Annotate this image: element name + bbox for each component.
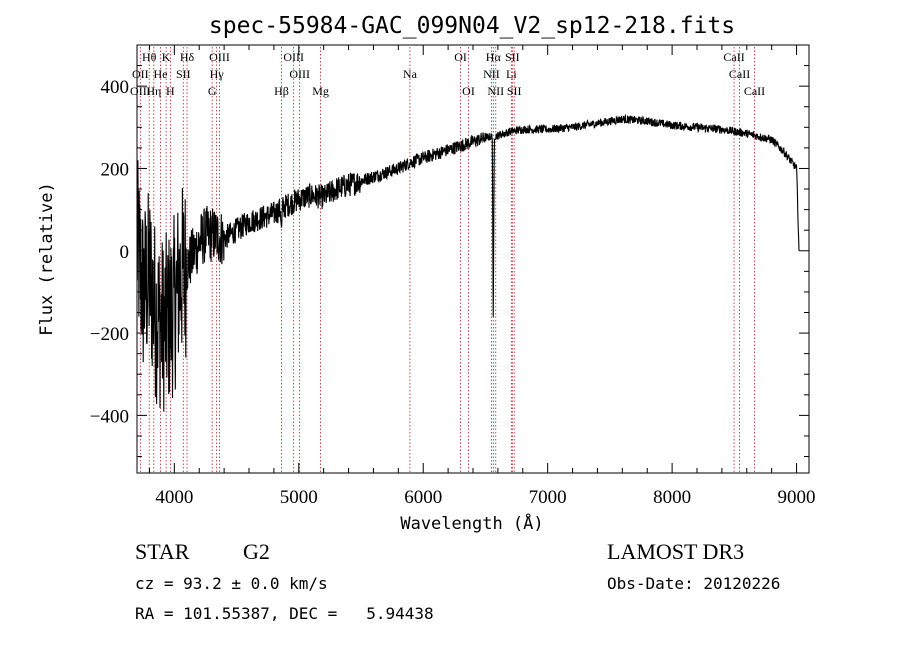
spectral-line-label: Hδ bbox=[180, 50, 195, 64]
x-axis-label: Wavelength (Å) bbox=[400, 512, 543, 534]
y-tick-label: 200 bbox=[101, 159, 130, 180]
spectral-line-label: OI bbox=[454, 50, 467, 64]
x-tick-label: 7000 bbox=[529, 487, 567, 508]
spectral-line-label: Mg bbox=[312, 84, 329, 98]
spectral-line-label: CaII bbox=[744, 84, 765, 98]
spectral-line-label: OIII bbox=[283, 50, 304, 64]
spectral-line-label: Li bbox=[506, 67, 517, 81]
x-tick-label: 9000 bbox=[778, 487, 816, 508]
x-tick-label: 5000 bbox=[280, 487, 318, 508]
y-axis-label: Flux (relative) bbox=[37, 182, 57, 336]
redshift-info: cz = 93.2 ± 0.0 km/s bbox=[135, 574, 328, 593]
spectral-line-label: Hα bbox=[486, 50, 502, 64]
spectral-line-label: CaII bbox=[729, 67, 750, 81]
spectral-line-label: NII bbox=[483, 67, 500, 81]
spectral-line-label: OIII bbox=[209, 50, 230, 64]
spectral-line-label: Hη bbox=[146, 84, 161, 98]
y-tick-label: −200 bbox=[90, 324, 129, 345]
spectral-line-label: Hθ bbox=[142, 50, 157, 64]
spectral-line-label: G bbox=[208, 84, 217, 98]
spectral-line-label: SII bbox=[176, 67, 191, 81]
object-class: STAR bbox=[135, 539, 190, 564]
y-tick-label: −400 bbox=[90, 406, 129, 427]
spectral-line-label: OII bbox=[132, 67, 149, 81]
spectrum-line bbox=[136, 113, 800, 412]
x-tick-label: 4000 bbox=[155, 487, 193, 508]
spectrum-layer bbox=[136, 113, 800, 412]
spectral-line-label: OIII bbox=[130, 84, 151, 98]
x-tick-label: 6000 bbox=[404, 487, 442, 508]
y-tick-label: 0 bbox=[120, 242, 130, 263]
spectral-line-label: OI bbox=[462, 84, 475, 98]
spectral-line-label: H bbox=[166, 84, 175, 98]
chart-title: spec-55984-GAC_099N04_V2_sp12-218.fits bbox=[209, 13, 735, 39]
spectral-line-label: SII bbox=[505, 50, 520, 64]
survey-name: LAMOST DR3 bbox=[607, 539, 744, 564]
observation-date: Obs-Date: 20120226 bbox=[607, 574, 780, 593]
x-axis-ticks: 4000 5000 6000 7000 8000 9000 bbox=[148, 45, 816, 508]
y-tick-label: 400 bbox=[101, 77, 130, 98]
spectral-line-label: Hγ bbox=[210, 67, 225, 81]
spectral-line-label: Na bbox=[403, 67, 418, 81]
spectral-line-label: OIII bbox=[289, 67, 310, 81]
spectral-line-label: SII bbox=[507, 84, 522, 98]
spectral-line-label: He bbox=[154, 67, 168, 81]
spectral-line-label: NII bbox=[487, 84, 504, 98]
coordinates-info: RA = 101.55387, DEC = 5.94438 bbox=[135, 604, 434, 623]
spectral-line-label: CaII bbox=[723, 50, 744, 64]
spectral-line-label: K bbox=[162, 50, 171, 64]
spectral-line-label: Hβ bbox=[274, 84, 289, 98]
object-subclass: G2 bbox=[243, 539, 270, 564]
y-axis-ticks: −400 −200 0 200 400 bbox=[90, 65, 809, 458]
x-tick-label: 8000 bbox=[653, 487, 691, 508]
